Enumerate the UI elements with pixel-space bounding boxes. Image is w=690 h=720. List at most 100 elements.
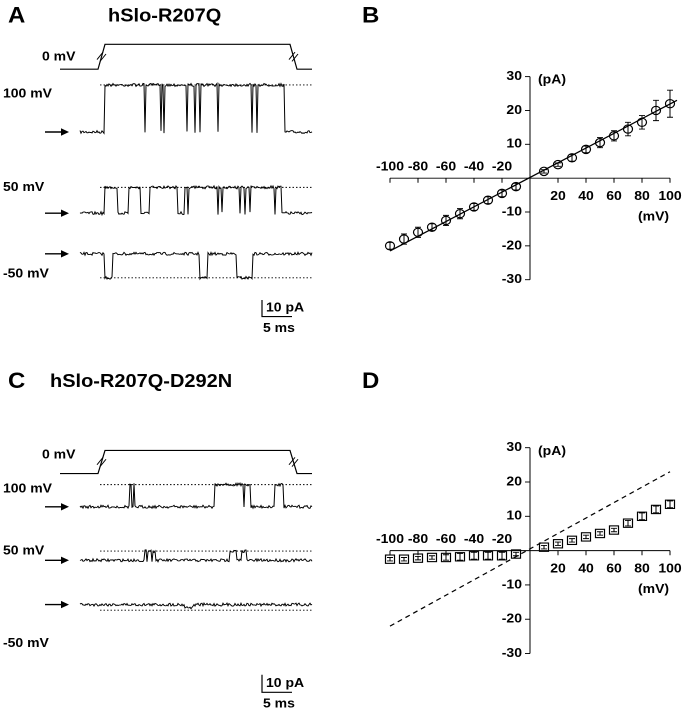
x-tick-label: -100 [376, 159, 404, 173]
voltage-label: 50 mV [3, 179, 44, 193]
error-bar [429, 555, 435, 560]
data-point [622, 124, 634, 134]
arrow-head [61, 503, 69, 511]
error-bar [387, 557, 393, 562]
data-point [454, 208, 466, 219]
error-bar [457, 208, 463, 220]
error-bar [457, 552, 463, 561]
voltage-label: -50 mV [3, 266, 49, 280]
error-bar [611, 527, 617, 533]
panel-title: hSlo-R207Q-D292N [50, 372, 232, 392]
data-point [398, 234, 410, 244]
error-bar [471, 551, 477, 560]
data-point [538, 542, 550, 552]
error-bar [653, 99, 659, 122]
y-tick-label: -10 [502, 577, 522, 591]
break-mark [291, 458, 299, 467]
x-unit: (mV) [638, 209, 669, 223]
y-tick-label: 10 [506, 508, 522, 522]
panel-letter: A [8, 2, 26, 27]
reference-line [389, 99, 678, 252]
error-bar [667, 500, 673, 509]
voltage-label: 50 mV [3, 543, 44, 557]
scale-time: 5 ms [263, 696, 295, 710]
error-bar [569, 538, 575, 543]
data-point [440, 552, 452, 563]
x-tick-label: 60 [606, 189, 622, 203]
x-tick-label: -80 [408, 531, 428, 545]
data-point [636, 117, 648, 128]
y-tick-label: 10 [506, 136, 522, 150]
panel-letter: C [8, 368, 26, 393]
scale-current: 10 pA [266, 300, 304, 314]
data-point [454, 552, 466, 562]
error-bar [667, 89, 673, 118]
x-tick-label: 100 [658, 561, 681, 575]
x-tick-label: 20 [550, 561, 566, 575]
current-trace [79, 251, 313, 281]
data-point [608, 131, 620, 141]
data-point [440, 215, 452, 226]
break-mark [99, 53, 107, 62]
x-tick-label: 100 [658, 189, 681, 203]
data-point [412, 227, 424, 238]
x-tick-label: -60 [436, 159, 456, 173]
error-bar [597, 531, 603, 536]
data-point [664, 499, 676, 510]
scale-bar [261, 674, 292, 693]
error-bar [387, 242, 393, 250]
error-bar [401, 233, 407, 245]
data-point [496, 188, 508, 199]
y-unit: (pA) [538, 72, 566, 86]
error-bar [653, 505, 659, 514]
break-mark [99, 458, 107, 467]
voltage-protocol [60, 449, 312, 475]
data-point [566, 153, 578, 163]
y-tick-label: 30 [506, 440, 522, 454]
x-tick-label: 60 [606, 561, 622, 575]
error-bar [513, 551, 519, 557]
y-tick-label: 20 [506, 102, 522, 116]
arrow-head [61, 556, 69, 564]
break-mark [288, 457, 296, 466]
x-tick-label: 80 [634, 561, 650, 575]
arrow-head [61, 600, 69, 609]
error-bar [443, 554, 449, 561]
error-bar [597, 137, 603, 149]
data-point [482, 195, 494, 205]
scale-time: 5 ms [263, 321, 295, 335]
error-bar [415, 226, 421, 238]
scale-bar [261, 300, 292, 318]
x-tick-label: 80 [634, 189, 650, 203]
data-point [594, 137, 606, 148]
error-bar [401, 557, 407, 562]
error-bar [625, 519, 631, 527]
x-tick-label: -40 [464, 159, 484, 173]
data-point [650, 105, 662, 116]
data-point [552, 539, 564, 549]
data-point [538, 166, 550, 177]
x-unit: (mV) [638, 581, 669, 595]
x-tick-label: -60 [436, 531, 456, 545]
data-point [608, 525, 620, 535]
x-tick-label: -100 [376, 531, 404, 545]
x-tick-label: -80 [408, 159, 428, 173]
data-point [622, 518, 634, 528]
data-point [650, 504, 662, 515]
voltage-label: 0 mV [42, 49, 75, 63]
data-point [398, 554, 410, 564]
data-point [664, 98, 676, 109]
arrow-head [61, 209, 69, 217]
voltage-label: -50 mV [3, 635, 49, 649]
y-tick-label: 20 [506, 474, 522, 488]
arrow-head [61, 128, 69, 136]
error-bar [555, 541, 561, 546]
y-tick-label: 30 [506, 69, 522, 83]
arrow-head [61, 250, 69, 258]
data-point [468, 551, 480, 561]
data-point [566, 535, 578, 546]
error-bar [639, 512, 645, 521]
x-tick-label: 20 [550, 189, 566, 203]
break-mark [288, 51, 296, 60]
voltage-label: 0 mV [42, 447, 75, 461]
